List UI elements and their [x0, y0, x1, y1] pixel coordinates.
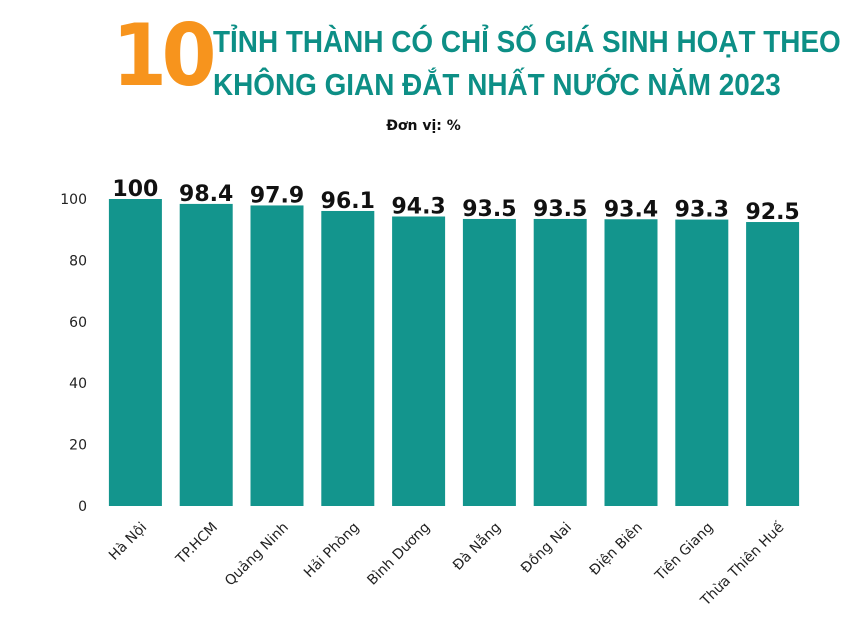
- bar-value-label: 97.9: [250, 183, 304, 208]
- category-label: Tiền Giang: [651, 519, 717, 585]
- bar-value-label: 98.4: [179, 182, 233, 207]
- bar: [462, 218, 516, 506]
- bar-value-label: 93.5: [533, 197, 587, 222]
- bar: [250, 205, 304, 506]
- category-label: Bình Dương: [364, 520, 433, 589]
- bar: [179, 203, 233, 507]
- bar: [108, 199, 162, 506]
- bar-value-label: 93.4: [604, 197, 658, 222]
- bar-value-label: 93.3: [675, 198, 729, 223]
- headline-number: 10: [112, 6, 217, 106]
- y-tick-label: 20: [69, 438, 87, 454]
- y-axis-ticks: 0 20 40 60 80 100: [60, 192, 87, 515]
- y-tick-label: 0: [78, 499, 87, 515]
- bar-value-label: 100: [112, 177, 158, 202]
- category-label: Hà Nội: [106, 520, 150, 564]
- bar: [746, 222, 800, 506]
- category-label: Điện Biên: [587, 520, 646, 579]
- bar-value-label: 96.1: [321, 189, 375, 214]
- category-label: Quảng Ninh: [222, 520, 292, 590]
- y-tick-label: 40: [69, 376, 87, 392]
- bar: [604, 219, 658, 506]
- y-tick-label: 100: [60, 192, 87, 208]
- bar: [321, 210, 375, 506]
- category-labels: Hà Nội TP.HCM Quảng Ninh Hải Phòng Bình Dươn…: [106, 519, 788, 610]
- chart-title-line-2: KHÔNG GIAN ĐẮT NHẤT NƯỚC NĂM 2023: [213, 67, 781, 102]
- bar-value-label: 94.3: [391, 194, 445, 219]
- unit-label: Đơn vị: %: [386, 118, 461, 134]
- category-label: Đà Nẵng: [449, 519, 504, 574]
- y-tick-label: 60: [69, 315, 87, 331]
- y-tick-label: 80: [69, 253, 87, 269]
- category-label: Đồng Nai: [517, 519, 575, 577]
- bar: [392, 216, 446, 506]
- bar-value-label: 93.5: [462, 197, 516, 222]
- bar-series: [108, 199, 800, 507]
- bar: [675, 219, 729, 506]
- chart-header: 10 TỈNH THÀNH CÓ CHỈ SỐ GIÁ SINH HOẠT TH…: [0, 0, 847, 134]
- bar: [533, 218, 587, 506]
- chart-title-line-1: TỈNH THÀNH CÓ CHỈ SỐ GIÁ SINH HOẠT THEO: [213, 24, 841, 59]
- category-label: TP.HCM: [172, 520, 221, 569]
- data-labels: 100 98.4 97.9 96.1 94.3 93.5 93.5 93.4 93.3 92.5: [112, 177, 799, 225]
- bar-value-label: 92.5: [745, 200, 799, 225]
- category-label: Hải Phòng: [301, 520, 363, 582]
